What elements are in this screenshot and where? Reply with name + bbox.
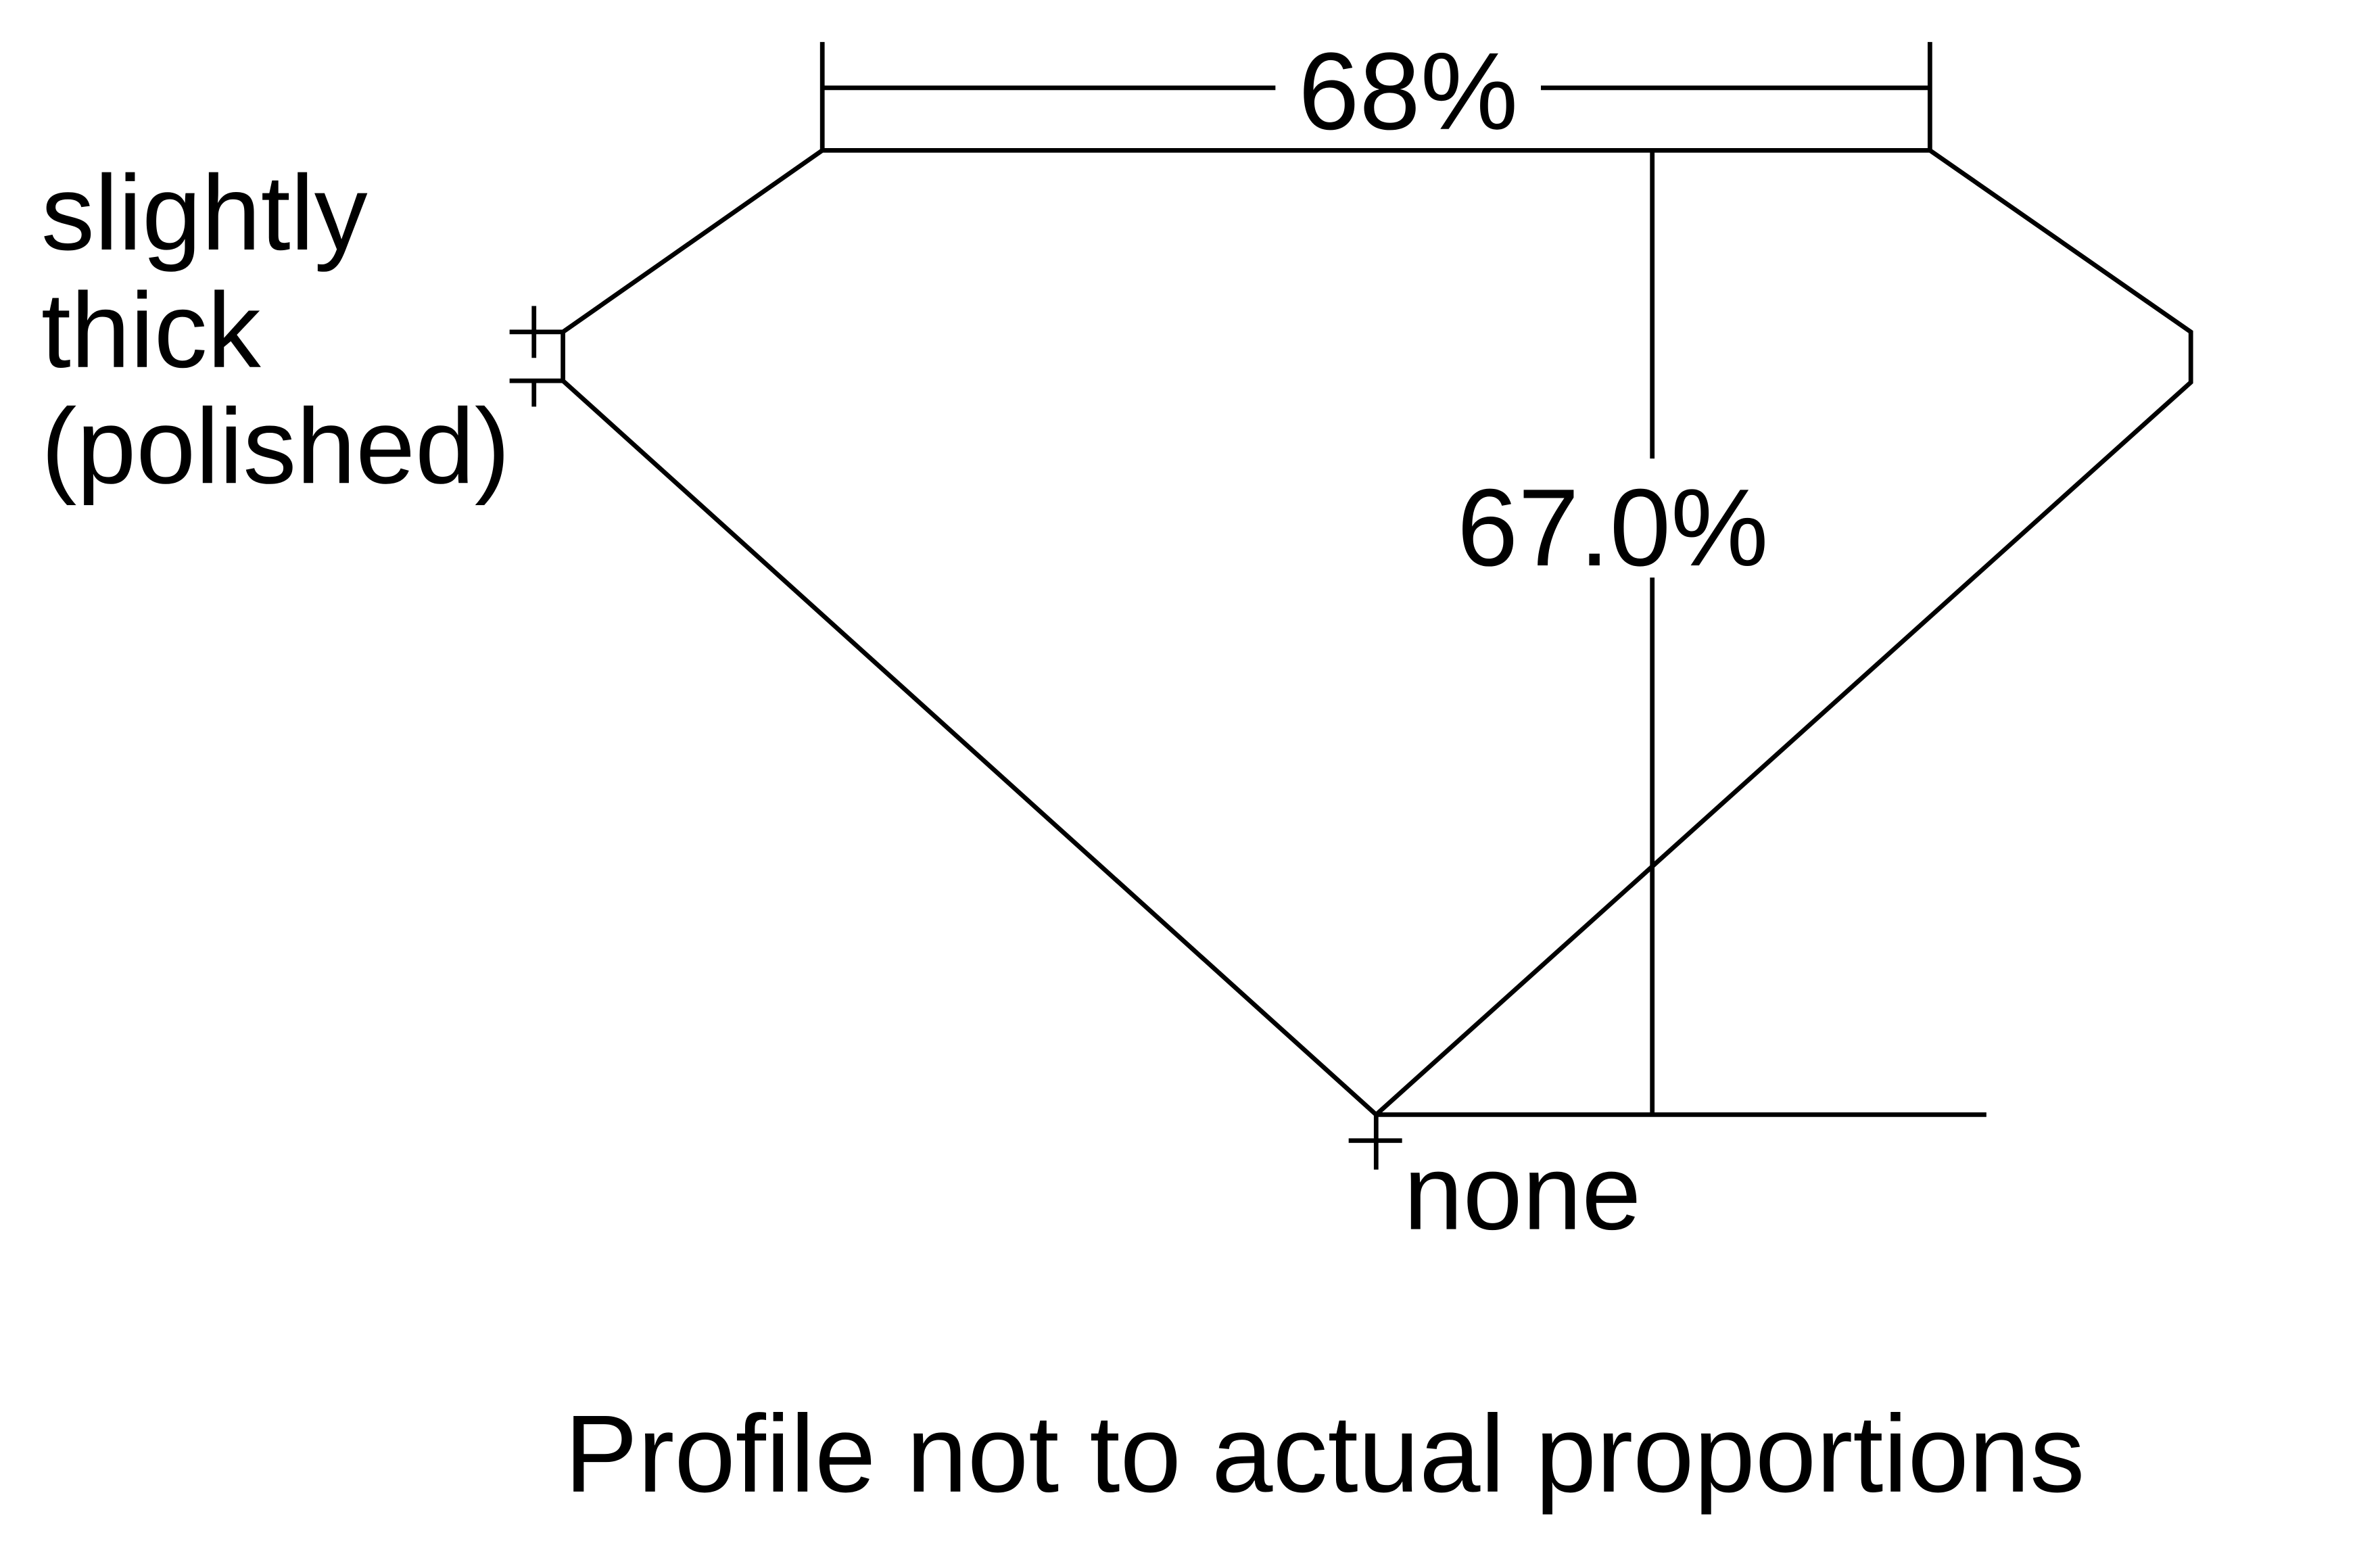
girdle-markers — [509, 306, 563, 407]
girdle-label: slightly thick (polished) — [41, 154, 510, 506]
girdle-label-line: (polished) — [41, 387, 510, 506]
girdle-label-line: slightly — [41, 154, 368, 273]
culet-marker — [1348, 1114, 1402, 1170]
total-depth-label: 67.0% — [1457, 467, 1769, 589]
culet-label: none — [1404, 1133, 1641, 1252]
footnote: Profile not to actual proportions — [565, 1393, 2085, 1515]
table-dimension: 68% — [819, 30, 1932, 153]
depth-dimension: 67.0% — [1376, 150, 1986, 1117]
table-percentage-label: 68% — [1298, 30, 1518, 153]
diamond-outline — [561, 147, 2193, 1118]
girdle-label-line: thick — [41, 271, 262, 390]
